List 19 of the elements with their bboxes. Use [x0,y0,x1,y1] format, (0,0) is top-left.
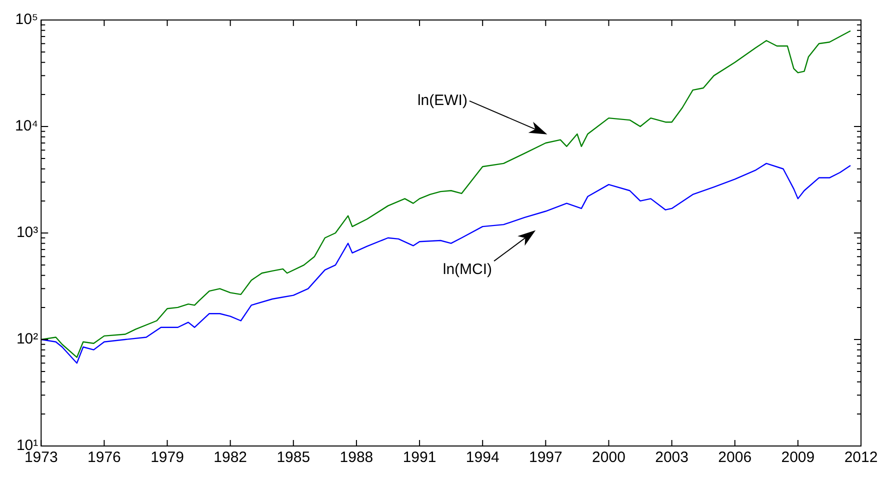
x-tick-label: 1979 [150,449,184,466]
x-tick-label: 1988 [340,449,374,466]
x-tick-label: 2006 [718,449,752,466]
annotation: ln(EWI) [417,92,468,110]
x-tick-label: 1982 [214,449,248,466]
y-tick-label: 10⁵ [15,11,38,28]
x-tick-label: 1994 [466,449,500,466]
x-tick-label: 1991 [402,449,436,466]
annotation: ln(MCI) [442,261,492,278]
x-tick-label: 1985 [276,449,310,466]
y-tick-label: 10³ [16,224,38,242]
y-tick-label: 10² [16,330,38,348]
x-tick-label: 2003 [655,449,688,466]
x-tick-label: 1976 [88,449,121,466]
x-tick-label: 1997 [528,449,562,466]
x-tick-label: 2012 [844,449,878,466]
x-tick-label: 2009 [781,449,815,466]
x-tick-label: 2000 [592,449,626,466]
y-tick-label: 10⁴ [14,118,38,135]
